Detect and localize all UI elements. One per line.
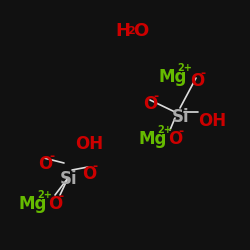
Text: H: H <box>115 22 130 40</box>
Text: -: - <box>178 125 183 138</box>
Text: O: O <box>190 72 204 90</box>
Text: OH: OH <box>75 135 103 153</box>
Text: -: - <box>200 67 205 80</box>
Text: Si: Si <box>60 170 78 188</box>
Text: Mg: Mg <box>18 195 46 213</box>
Text: 2: 2 <box>127 26 135 36</box>
Text: OH: OH <box>198 112 226 130</box>
Text: O: O <box>168 130 182 148</box>
Text: O: O <box>133 22 148 40</box>
Text: Si: Si <box>172 108 190 126</box>
Text: Mg: Mg <box>158 68 186 86</box>
Text: 2+: 2+ <box>177 63 192 73</box>
Text: 2+: 2+ <box>157 125 172 135</box>
Text: O: O <box>38 155 52 173</box>
Text: -: - <box>153 90 158 103</box>
Text: -: - <box>58 190 63 203</box>
Text: O: O <box>82 165 96 183</box>
Text: O: O <box>143 95 157 113</box>
Text: -: - <box>49 150 54 163</box>
Text: Mg: Mg <box>138 130 166 148</box>
Text: -: - <box>92 160 97 173</box>
Text: 2+: 2+ <box>37 190 52 200</box>
Text: O: O <box>48 195 62 213</box>
